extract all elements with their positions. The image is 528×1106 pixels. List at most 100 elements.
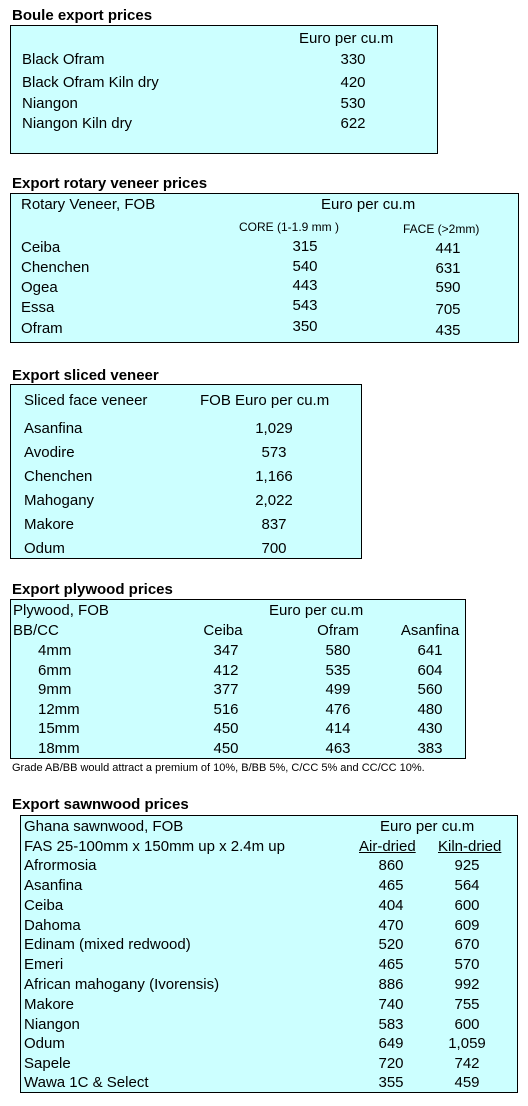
sliced-header-label: Sliced face veneer	[24, 392, 148, 409]
sawn-row-air: 720	[378, 1055, 404, 1072]
rotary-col-face: FACE (>2mm)	[403, 222, 480, 236]
rotary-row-face: 705	[435, 301, 461, 318]
sawn-row-kiln: 992	[454, 976, 480, 993]
plywood-row-size: 9mm	[38, 681, 72, 698]
sawn-row-name: Ceiba	[24, 897, 64, 914]
sawn-row-kiln: 564	[454, 877, 480, 894]
plywood-row-value: 450	[213, 740, 239, 757]
plywood-row-size: 6mm	[38, 662, 72, 679]
rotary-row-name: Ofram	[21, 320, 63, 337]
sliced-row-price: 573	[261, 444, 287, 461]
plywood-row-value: 580	[325, 642, 351, 659]
sawn-row-kiln: 742	[454, 1055, 480, 1072]
plywood-row-value: 641	[417, 642, 443, 659]
plywood-row-size: 4mm	[38, 642, 72, 659]
plywood-row-value: 480	[417, 701, 443, 718]
sawn-row-air: 860	[378, 857, 404, 874]
plywood-row-value: 535	[325, 662, 351, 679]
plywood-table: Plywood, FOB Euro per cu.m BB/CC Ceiba O…	[10, 599, 466, 759]
sliced-row-name: Chenchen	[24, 468, 93, 485]
plywood-row-value: 412	[213, 662, 239, 679]
boule-table: Euro per cu.m Black Ofram 330 Black Ofra…	[10, 25, 438, 154]
rotary-row-face: 435	[435, 322, 461, 339]
sawn-row-air: 886	[378, 976, 404, 993]
sawn-row-air: 520	[378, 936, 404, 953]
plywood-row-value: 414	[325, 720, 351, 737]
plywood-row-size: 18mm	[38, 740, 80, 757]
sawn-row-name: Edinam (mixed redwood)	[24, 936, 191, 953]
plywood-row-value: 450	[213, 720, 239, 737]
plywood-grade-label: BB/CC	[13, 622, 59, 639]
rotary-table: Rotary Veneer, FOB Euro per cu.m CORE (1…	[10, 193, 519, 343]
plywood-unit-header: Euro per cu.m	[269, 602, 364, 619]
rotary-header-label: Rotary Veneer, FOB	[21, 196, 156, 213]
rotary-row-face: 590	[435, 279, 461, 296]
plywood-row-value: 516	[213, 701, 239, 718]
sliced-row-price: 1,166	[255, 468, 293, 485]
sawn-row-name: Wawa 1C & Select	[24, 1074, 149, 1091]
boule-unit-header: Euro per cu.m	[299, 30, 394, 47]
sawn-header-label: Ghana sawnwood, FOB	[24, 818, 184, 835]
rotary-row-core: 315	[292, 238, 318, 255]
sawn-row-kiln: 670	[454, 936, 480, 953]
sawn-row-name: Dahoma	[24, 917, 81, 934]
sawn-row-air: 404	[378, 897, 404, 914]
plywood-row-value: 377	[213, 681, 239, 698]
sliced-row-name: Mahogany	[24, 492, 95, 509]
plywood-col-header: Ofram	[317, 622, 359, 639]
sawn-row-kiln: 755	[454, 996, 480, 1013]
sawn-row-kiln: 925	[454, 857, 480, 874]
plywood-col-header: Ceiba	[203, 622, 243, 639]
sawn-row-air: 465	[378, 877, 404, 894]
sawn-row-name: Odum	[24, 1035, 65, 1052]
sliced-row-price: 1,029	[255, 420, 293, 437]
sawn-col-kiln: Kiln-dried	[438, 838, 502, 855]
sliced-row-price: 837	[261, 516, 287, 533]
rotary-row-core: 540	[292, 258, 318, 275]
sliced-row-name: Avodire	[24, 444, 75, 461]
sliced-title: Export sliced veneer	[12, 367, 159, 384]
plywood-row-value: 463	[325, 740, 351, 757]
plywood-title: Export plywood prices	[12, 581, 173, 598]
boule-row-price: 420	[340, 74, 366, 91]
sawn-table: Ghana sawnwood, FOB Euro per cu.m FAS 25…	[20, 815, 518, 1093]
rotary-row-face: 441	[435, 240, 461, 257]
sliced-row-name: Makore	[24, 516, 75, 533]
sliced-row-price: 700	[261, 540, 287, 557]
sawn-spec: FAS 25-100mm x 150mm up x 2.4m up	[24, 838, 285, 855]
sawn-row-name: Emeri	[24, 956, 64, 973]
sliced-row-name: Asanfina	[24, 420, 83, 437]
boule-row-name: Black Ofram Kiln dry	[22, 74, 159, 91]
boule-title: Boule export prices	[12, 7, 153, 24]
sawn-row-kiln: 600	[454, 897, 480, 914]
rotary-row-core: 443	[292, 277, 318, 294]
plywood-row-size: 12mm	[38, 701, 80, 718]
sawn-row-air: 355	[378, 1074, 404, 1091]
plywood-row-value: 499	[325, 681, 351, 698]
sawn-row-name: Afrormosia	[24, 857, 97, 874]
sawn-unit-header: Euro per cu.m	[380, 818, 475, 835]
sliced-table: Sliced face veneer FOB Euro per cu.m Asa…	[10, 384, 362, 559]
sawn-row-air: 740	[378, 996, 404, 1013]
sawn-row-air: 465	[378, 956, 404, 973]
plywood-note: Grade AB/BB would attract a premium of 1…	[12, 762, 425, 774]
sawn-row-air: 649	[378, 1035, 404, 1052]
sawn-row-kiln: 1,059	[448, 1035, 486, 1052]
rotary-row-core: 543	[292, 297, 318, 314]
sawn-row-air: 583	[378, 1016, 404, 1033]
rotary-title: Export rotary veneer prices	[12, 175, 208, 192]
rotary-col-core: CORE (1-1.9 mm )	[239, 220, 340, 234]
rotary-row-name: Chenchen	[21, 259, 90, 276]
boule-row-name: Niangon	[22, 95, 78, 112]
rotary-row-name: Ceiba	[21, 239, 61, 256]
sawn-row-name: Niangon	[24, 1016, 80, 1033]
sliced-row-price: 2,022	[255, 492, 293, 509]
boule-row-name: Black Ofram	[22, 51, 105, 68]
sawn-row-kiln: 459	[454, 1074, 480, 1091]
sawn-title: Export sawnwood prices	[12, 796, 189, 813]
sawn-row-kiln: 600	[454, 1016, 480, 1033]
plywood-row-size: 15mm	[38, 720, 80, 737]
plywood-row-value: 560	[417, 681, 443, 698]
boule-row-price: 330	[340, 51, 366, 68]
boule-row-price: 530	[340, 95, 366, 112]
